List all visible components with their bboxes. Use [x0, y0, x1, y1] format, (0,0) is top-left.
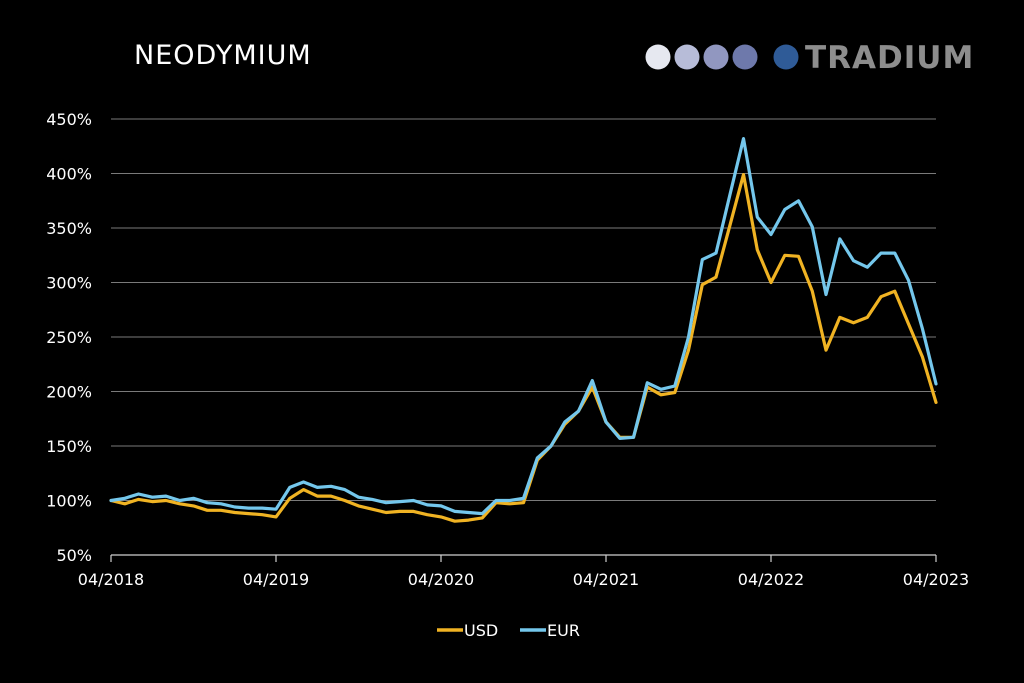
- brand-logo: TRADIUM: [645, 40, 974, 76]
- brand-dot-3: [703, 44, 729, 70]
- brand-dot-5: [773, 44, 799, 70]
- y-tick-label: 300%: [46, 274, 92, 293]
- axes: [110, 554, 937, 562]
- legend-label-eur: EUR: [547, 621, 580, 640]
- brand-dot-2: [674, 44, 700, 70]
- y-tick-label: 100%: [46, 492, 92, 511]
- brand-name: TRADIUM: [805, 40, 974, 76]
- x-tick-label: 04/2018: [78, 570, 144, 589]
- y-tick-label: 250%: [46, 328, 92, 347]
- x-tick-label: 04/2021: [573, 570, 639, 589]
- y-tick-label: 200%: [46, 383, 92, 402]
- y-tick-label: 350%: [46, 219, 92, 238]
- x-axis-tick-labels: 04/2018 04/2019 04/2020 04/2021 04/2022 04/20…: [78, 570, 969, 589]
- y-tick-label: 50%: [56, 546, 92, 565]
- y-axis-tick-labels: 50% 100% 150% 200% 250% 300% 350% 400% 450%: [46, 110, 92, 565]
- x-tick-label: 04/2022: [738, 570, 804, 589]
- y-tick-label: 400%: [46, 165, 92, 184]
- gridlines: [111, 118, 936, 501]
- legend: USD EUR: [437, 621, 580, 640]
- x-tick-label: 04/2023: [903, 570, 969, 589]
- series-lines: [109, 137, 938, 523]
- brand-dot-4: [732, 44, 758, 70]
- series-line-eur: [109, 137, 938, 516]
- x-tick-label: 04/2019: [243, 570, 309, 589]
- y-tick-label: 450%: [46, 110, 92, 129]
- x-tick-label: 04/2020: [408, 570, 474, 589]
- series-line-usd: [109, 173, 938, 523]
- legend-label-usd: USD: [464, 621, 498, 640]
- brand-dot-1: [645, 44, 671, 70]
- y-tick-label: 150%: [46, 437, 92, 456]
- chart-title: NEODYMIUM: [134, 40, 312, 71]
